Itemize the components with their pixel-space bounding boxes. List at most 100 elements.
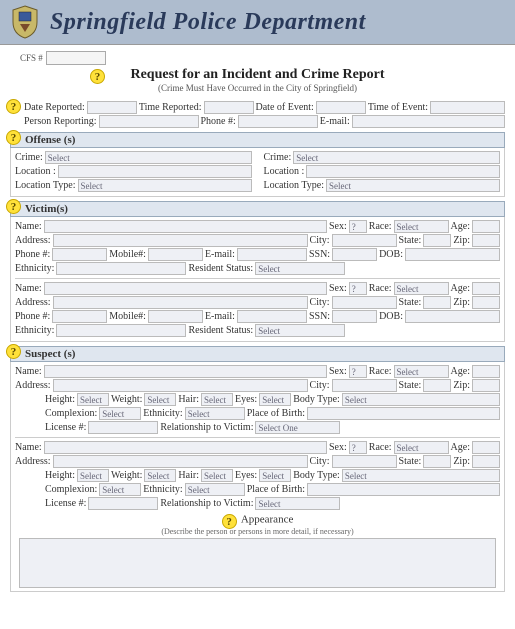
race-select[interactable]: Select: [394, 365, 449, 378]
date-event-input[interactable]: [316, 101, 366, 114]
license-input[interactable]: [88, 497, 158, 510]
mobile-input[interactable]: [148, 248, 203, 261]
complexion-select[interactable]: Select: [99, 483, 141, 496]
label-state: State:: [399, 235, 422, 246]
city-input[interactable]: [332, 234, 397, 247]
location-input-2[interactable]: [306, 165, 500, 178]
sex-select[interactable]: ?: [349, 220, 367, 233]
state-input[interactable]: [423, 296, 451, 309]
city-input[interactable]: [332, 296, 397, 309]
sex-select[interactable]: ?: [349, 365, 367, 378]
age-input[interactable]: [472, 282, 500, 295]
height-select[interactable]: Select: [77, 469, 109, 482]
relationship-select[interactable]: Select One: [255, 421, 340, 434]
help-icon[interactable]: ?: [6, 99, 21, 114]
ethnicity-input[interactable]: [56, 262, 186, 275]
zip-input[interactable]: [472, 379, 500, 392]
relationship-select[interactable]: Select: [255, 497, 340, 510]
address-input[interactable]: [53, 296, 308, 309]
body-type-select[interactable]: Select: [342, 393, 500, 406]
phone-input[interactable]: [52, 310, 107, 323]
dob-input[interactable]: [405, 248, 500, 261]
help-icon[interactable]: ?: [6, 344, 21, 359]
city-input[interactable]: [332, 455, 397, 468]
help-icon[interactable]: ?: [90, 69, 105, 84]
name-input[interactable]: [44, 441, 327, 454]
zip-input[interactable]: [472, 234, 500, 247]
time-reported-input[interactable]: [204, 101, 254, 114]
ethnicity-select[interactable]: Select: [185, 407, 245, 420]
height-select[interactable]: Select: [77, 393, 109, 406]
phone-input[interactable]: [238, 115, 318, 128]
city-input[interactable]: [332, 379, 397, 392]
hair-select[interactable]: Select: [201, 469, 233, 482]
label-crime: Crime:: [15, 152, 43, 163]
ethnicity-select[interactable]: Select: [185, 483, 245, 496]
crime-select-2[interactable]: Select: [293, 151, 500, 164]
weight-select[interactable]: Select: [144, 393, 176, 406]
zip-input[interactable]: [472, 455, 500, 468]
location-input[interactable]: [58, 165, 252, 178]
state-input[interactable]: [423, 379, 451, 392]
place-of-birth-input[interactable]: [307, 407, 500, 420]
body-type-select[interactable]: Select: [342, 469, 500, 482]
zip-input[interactable]: [472, 296, 500, 309]
phone-input[interactable]: [52, 248, 107, 261]
label-sex: Sex:: [329, 221, 347, 232]
hair-select[interactable]: Select: [201, 393, 233, 406]
label-relationship: Relationship to Victim:: [160, 498, 253, 509]
race-select[interactable]: Select: [394, 220, 449, 233]
age-input[interactable]: [472, 220, 500, 233]
email-input[interactable]: [237, 310, 307, 323]
ssn-input[interactable]: [332, 248, 377, 261]
main-title: Request for an Incident and Crime Report: [10, 67, 505, 83]
resident-status-select[interactable]: Select: [255, 324, 345, 337]
appearance-textarea[interactable]: [19, 538, 496, 588]
email-input[interactable]: [352, 115, 505, 128]
label-ethnicity: Ethnicity:: [143, 408, 182, 419]
place-of-birth-input[interactable]: [307, 483, 500, 496]
email-input[interactable]: [237, 248, 307, 261]
location-type-select[interactable]: Select: [78, 179, 252, 192]
address-input[interactable]: [53, 234, 308, 247]
eyes-select[interactable]: Select: [259, 469, 291, 482]
help-icon[interactable]: ?: [222, 514, 237, 529]
address-input[interactable]: [53, 455, 308, 468]
name-input[interactable]: [44, 365, 327, 378]
race-select[interactable]: Select: [394, 282, 449, 295]
date-reported-input[interactable]: [87, 101, 137, 114]
time-event-input[interactable]: [430, 101, 505, 114]
state-input[interactable]: [423, 234, 451, 247]
label-name: Name:: [15, 366, 42, 377]
label-location-type: Location Type:: [264, 180, 325, 191]
help-icon[interactable]: ?: [6, 130, 21, 145]
license-input[interactable]: [88, 421, 158, 434]
mobile-input[interactable]: [148, 310, 203, 323]
crime-select[interactable]: Select: [45, 151, 252, 164]
resident-status-select[interactable]: Select: [255, 262, 345, 275]
sex-select[interactable]: ?: [349, 441, 367, 454]
label-phone: Phone #:: [15, 311, 50, 322]
label-hair: Hair:: [178, 394, 199, 405]
weight-select[interactable]: Select: [144, 469, 176, 482]
race-select[interactable]: Select: [394, 441, 449, 454]
age-input[interactable]: [472, 441, 500, 454]
name-input[interactable]: [44, 282, 327, 295]
location-type-select-2[interactable]: Select: [326, 179, 500, 192]
cfs-input[interactable]: [46, 51, 106, 65]
age-input[interactable]: [472, 365, 500, 378]
state-input[interactable]: [423, 455, 451, 468]
sub-title: (Crime Must Have Occurred in the City of…: [10, 83, 505, 93]
label-address: Address:: [15, 235, 51, 246]
ethnicity-input[interactable]: [56, 324, 186, 337]
address-input[interactable]: [53, 379, 308, 392]
person-reporting-input[interactable]: [99, 115, 199, 128]
eyes-select[interactable]: Select: [259, 393, 291, 406]
complexion-select[interactable]: Select: [99, 407, 141, 420]
name-input[interactable]: [44, 220, 327, 233]
dob-input[interactable]: [405, 310, 500, 323]
sex-select[interactable]: ?: [349, 282, 367, 295]
help-icon[interactable]: ?: [6, 199, 21, 214]
label-mobile: Mobile#:: [109, 311, 146, 322]
ssn-input[interactable]: [332, 310, 377, 323]
